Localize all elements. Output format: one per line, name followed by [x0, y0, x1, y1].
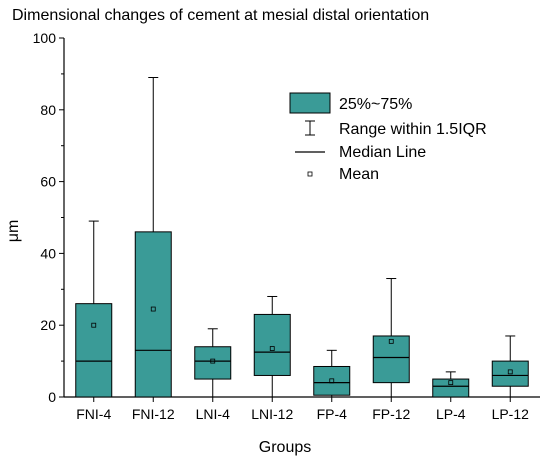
x-tick-label: LNI-12: [251, 406, 293, 422]
legend-range-symbol: [305, 120, 315, 136]
mean-marker: [329, 378, 335, 384]
iqr-box: [432, 378, 470, 398]
x-tick-label: FNI-12: [132, 406, 175, 422]
boxes-layer: [75, 76, 529, 398]
x-tick-label: FNI-4: [76, 406, 111, 422]
legend-mean-symbol: [307, 171, 313, 177]
legend-box-swatch: [289, 92, 331, 114]
chart-title: Dimensional changes of cement at mesial …: [12, 7, 429, 24]
x-axis-title: Groups: [259, 439, 311, 456]
box-LP-4: [432, 371, 470, 398]
legend-label-mean: Mean: [339, 166, 379, 183]
x-tick-label: LP-4: [436, 406, 466, 422]
x-axis: FNI-4 FNI-12 LNI-4 LNI-12 FP-4 FP-12 LP-4 LP-12: [64, 396, 540, 422]
legend-label-box: 25%~75%: [339, 96, 412, 113]
mean-marker: [91, 322, 97, 328]
box-FNI-4: [75, 220, 113, 398]
y-tick-label: 80: [40, 102, 56, 118]
y-tick-label: 100: [33, 30, 57, 46]
y-tick-label: 0: [48, 389, 56, 405]
x-tick-label: LP-12: [492, 406, 530, 422]
box-LNI-4: [194, 328, 232, 398]
y-axis-title: μm: [5, 220, 22, 243]
mean-marker: [150, 306, 156, 312]
mean-marker: [448, 380, 454, 386]
y-tick-label: 40: [40, 245, 56, 261]
x-tick-label: FP-12: [372, 406, 410, 422]
y-tick-label: 60: [40, 174, 56, 190]
iqr-box: [134, 231, 172, 398]
iqr-box: [75, 303, 113, 398]
box-LNI-12: [253, 295, 291, 398]
y-axis: 0 20 40 60 80 100: [33, 30, 65, 405]
box-LP-12: [491, 335, 529, 398]
x-tick-label: LNI-4: [196, 406, 230, 422]
legend-label-median: Median Line: [339, 144, 426, 161]
iqr-box: [313, 365, 351, 396]
mean-marker: [388, 338, 394, 344]
box-FP-4: [313, 349, 351, 398]
iqr-box: [253, 313, 291, 376]
mean-marker: [507, 369, 513, 375]
box-FNI-12: [134, 76, 172, 398]
mean-marker: [210, 358, 216, 364]
x-tick-label: FP-4: [317, 406, 348, 422]
legend: 25%~75% Range within 1.5IQR Median Line …: [289, 92, 487, 183]
legend-label-range: Range within 1.5IQR: [339, 121, 487, 138]
mean-marker: [269, 346, 275, 351]
y-tick-label: 20: [40, 317, 56, 333]
box-FP-12: [372, 278, 410, 398]
